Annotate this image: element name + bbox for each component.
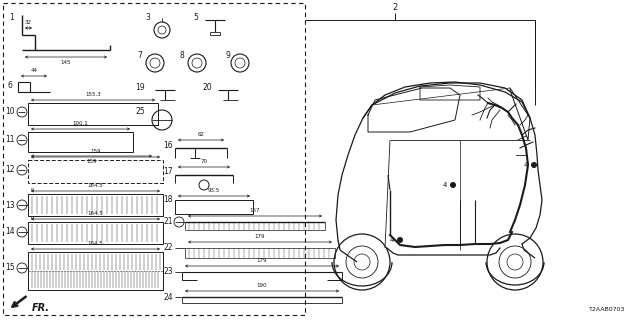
Text: 17: 17: [163, 167, 173, 177]
Text: 62: 62: [198, 132, 205, 137]
Text: T2AAB0703: T2AAB0703: [589, 307, 625, 312]
Text: 20: 20: [202, 84, 212, 92]
Text: 1: 1: [10, 13, 14, 22]
Text: 5: 5: [193, 13, 198, 22]
Text: 4: 4: [443, 182, 447, 188]
Text: 16: 16: [163, 140, 173, 149]
Text: 25: 25: [135, 108, 145, 116]
Text: 159: 159: [90, 149, 100, 154]
Text: 9: 9: [31, 188, 33, 194]
Text: 13: 13: [5, 201, 15, 210]
Text: 179: 179: [255, 234, 265, 239]
Text: 190: 190: [257, 283, 268, 288]
Circle shape: [397, 237, 403, 243]
Text: 9: 9: [225, 51, 230, 60]
Text: 44: 44: [31, 68, 38, 73]
Text: 19: 19: [135, 84, 145, 92]
Bar: [28, 160, 163, 183]
Text: 4: 4: [524, 162, 528, 168]
Text: 24: 24: [163, 292, 173, 301]
Text: 18: 18: [163, 196, 173, 204]
Bar: [3, 3, 305, 315]
Text: 9: 9: [31, 217, 33, 221]
Text: 23: 23: [163, 268, 173, 276]
Text: 179: 179: [257, 258, 268, 263]
Bar: [175, 200, 253, 214]
Text: 164.5: 164.5: [88, 183, 104, 188]
Text: 164.5: 164.5: [88, 241, 104, 246]
Text: 4: 4: [390, 237, 394, 243]
Text: 10: 10: [5, 108, 15, 116]
Text: 12: 12: [5, 165, 15, 174]
Bar: [185, 248, 335, 258]
Circle shape: [531, 163, 536, 167]
Text: 164.5: 164.5: [88, 211, 104, 216]
Text: 3: 3: [145, 13, 150, 22]
Text: 2: 2: [392, 4, 397, 12]
Text: 93.5: 93.5: [208, 188, 220, 193]
Text: 32: 32: [25, 20, 32, 25]
Text: FR.: FR.: [32, 303, 50, 313]
Text: 100.1: 100.1: [72, 121, 88, 126]
Text: 159: 159: [86, 159, 97, 164]
Bar: [28, 103, 158, 125]
Bar: [28, 252, 163, 290]
Text: 21: 21: [163, 218, 173, 227]
Text: 145: 145: [61, 60, 71, 65]
Text: 70: 70: [200, 159, 207, 164]
Bar: [28, 222, 163, 244]
Text: 8: 8: [180, 51, 184, 60]
Text: 15: 15: [5, 263, 15, 273]
Text: 11: 11: [5, 135, 15, 145]
Text: 6: 6: [8, 81, 12, 90]
Text: 14: 14: [5, 228, 15, 236]
Text: 167: 167: [250, 208, 260, 213]
Circle shape: [451, 182, 456, 188]
Bar: [28, 194, 163, 216]
Bar: [28, 132, 133, 152]
Text: 22: 22: [163, 244, 173, 252]
Text: 155.3: 155.3: [85, 92, 101, 97]
Text: 7: 7: [138, 51, 143, 60]
